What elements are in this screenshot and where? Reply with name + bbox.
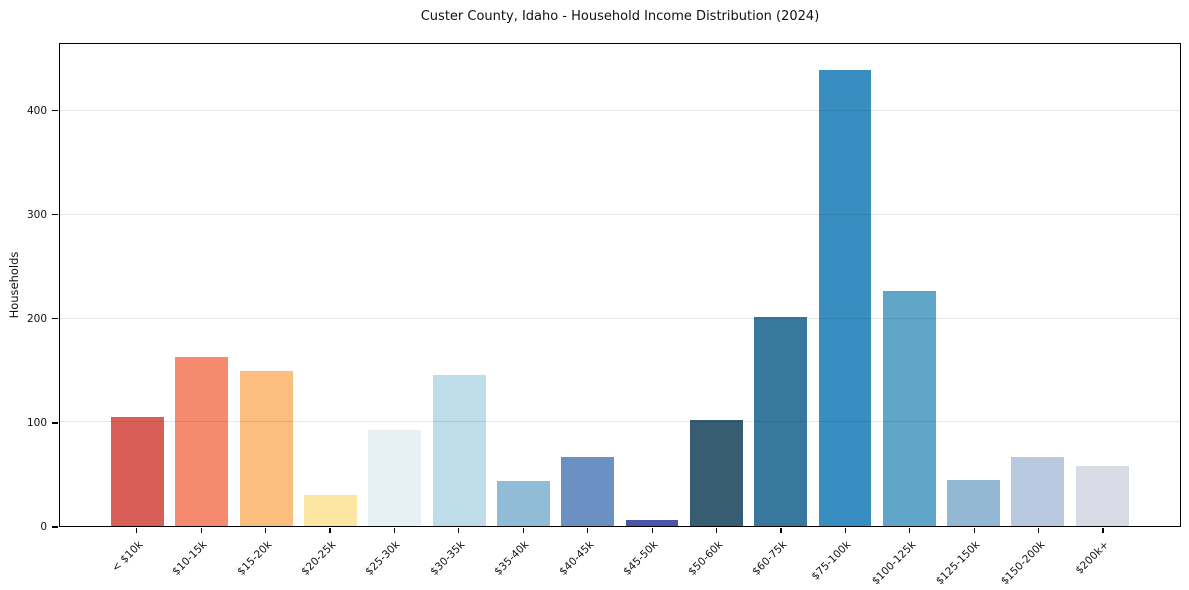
bar-$20-25k <box>304 494 357 526</box>
x-tick-label-$15-20k: $15-20k <box>234 538 274 578</box>
bar-$40-45k <box>561 456 615 526</box>
y-tick-mark <box>52 422 58 424</box>
bar-$15-20k <box>239 370 293 526</box>
x-tick-label-$25-30k: $25-30k <box>363 538 403 578</box>
x-tick-label-$20-25k: $20-25k <box>299 538 339 578</box>
bar-$60-75k <box>754 316 808 526</box>
bar-$150-200k <box>1011 456 1065 526</box>
y-tick-mark <box>52 110 58 112</box>
chart-title: Custer County, Idaho - Household Income … <box>420 9 820 24</box>
x-tick-label-$10-15k: $10-15k <box>170 538 210 578</box>
x-tick-mark <box>651 528 653 533</box>
bar-$25-30k <box>368 429 422 526</box>
x-tick-mark <box>715 528 718 533</box>
gridline-y100 <box>60 421 1180 423</box>
x-tick-mark <box>1038 528 1040 533</box>
x-tick-label-$100-125k: $100-125k <box>869 538 919 588</box>
bar-$35-40k <box>496 481 550 526</box>
x-tick-mark <box>200 528 202 533</box>
x-tick-label-$35-40k: $35-40k <box>492 538 532 578</box>
y-tick-label-100: 100 <box>26 416 47 429</box>
gridline-y300 <box>60 214 1180 216</box>
x-tick-mark <box>780 528 782 533</box>
y-tick-label-200: 200 <box>26 312 47 325</box>
y-tick-mark <box>52 214 58 216</box>
x-tick-mark <box>136 528 138 533</box>
bar-$10-15k <box>175 357 229 526</box>
y-tick-mark <box>52 318 58 320</box>
x-tick-label-$50-60k: $50-60k <box>685 538 725 578</box>
x-tick-label-$125-150k: $125-150k <box>933 538 983 588</box>
bar-$50-60k <box>689 420 743 526</box>
x-tick-label-$60-75k: $60-75k <box>750 538 790 578</box>
x-tick-mark <box>264 528 267 533</box>
bar-$75-100k <box>818 69 872 526</box>
bar-< $10k <box>111 417 164 526</box>
y-tick-label-0: 0 <box>40 521 47 533</box>
plot-area <box>59 43 1181 527</box>
x-tick-mark <box>909 528 911 533</box>
y-tick-mark <box>52 526 58 528</box>
bar-$200k+ <box>1075 465 1129 526</box>
x-tick-mark <box>329 528 331 533</box>
x-tick-label-$75-100k: $75-100k <box>809 538 854 583</box>
bar-$30-35k <box>432 374 486 526</box>
x-tick-mark <box>973 528 975 533</box>
x-tick-label-$200k+: $200k+ <box>1073 538 1112 577</box>
y-axis-label: Households <box>7 251 21 319</box>
x-tick-label-$45-50k: $45-50k <box>621 538 661 578</box>
bar-$125-150k <box>947 480 1001 526</box>
gridline-y200 <box>60 317 1180 319</box>
x-tick-mark <box>522 528 524 533</box>
y-tick-label-400: 400 <box>26 104 47 117</box>
x-tick-mark <box>458 528 460 533</box>
y-tick-label-300: 300 <box>26 208 47 221</box>
x-tick-label-< $10k: < $10k <box>109 538 145 575</box>
x-tick-label-$150-200k: $150-200k <box>998 538 1047 588</box>
x-tick-label-$40-45k: $40-45k <box>556 538 596 578</box>
x-tick-mark <box>844 528 846 533</box>
gridline-y400 <box>60 110 1180 112</box>
x-tick-mark <box>1102 528 1104 533</box>
x-tick-mark <box>587 528 589 533</box>
bar-$100-125k <box>882 290 936 526</box>
x-tick-mark <box>393 528 395 533</box>
bar-$45-50k <box>625 519 679 526</box>
x-tick-label-$30-35k: $30-35k <box>427 538 468 578</box>
